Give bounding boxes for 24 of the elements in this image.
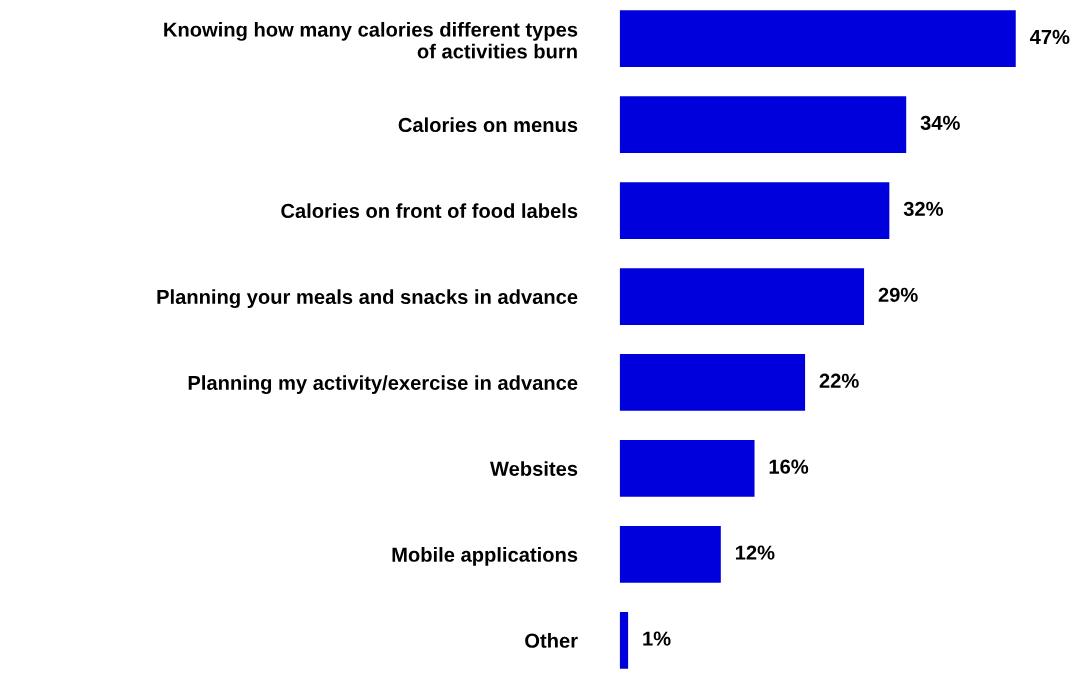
data-label: 16% <box>769 459 809 474</box>
y-tick-label: Planning my activity/exercise in advance <box>188 375 578 395</box>
y-tick-label: Calories on front of food labels <box>281 203 578 219</box>
y-tick-label: Websites <box>489 461 578 476</box>
y-tick-label: Other <box>525 633 578 648</box>
y-tick-label: Knowing how many calories different types of activities burn <box>164 21 578 59</box>
bar <box>619 182 890 239</box>
y-tick-label: Planning your meals and snacks in advance <box>157 289 578 309</box>
data-label: 47% <box>1029 29 1070 45</box>
y-tick-label: Calories on menus <box>398 117 578 133</box>
bar <box>619 440 755 497</box>
bar <box>619 268 865 325</box>
data-label: 29% <box>878 287 918 302</box>
data-label: 32% <box>903 201 944 217</box>
bar <box>619 354 806 411</box>
data-label: 34% <box>920 115 960 131</box>
y-tick-label: Mobile applications <box>392 547 578 566</box>
bar <box>619 10 1016 68</box>
bar <box>619 526 721 583</box>
bar <box>619 611 629 669</box>
data-label: 22% <box>819 373 859 388</box>
data-label: 1% <box>643 631 671 646</box>
bar <box>619 96 907 153</box>
data-label: 12% <box>735 545 775 560</box>
